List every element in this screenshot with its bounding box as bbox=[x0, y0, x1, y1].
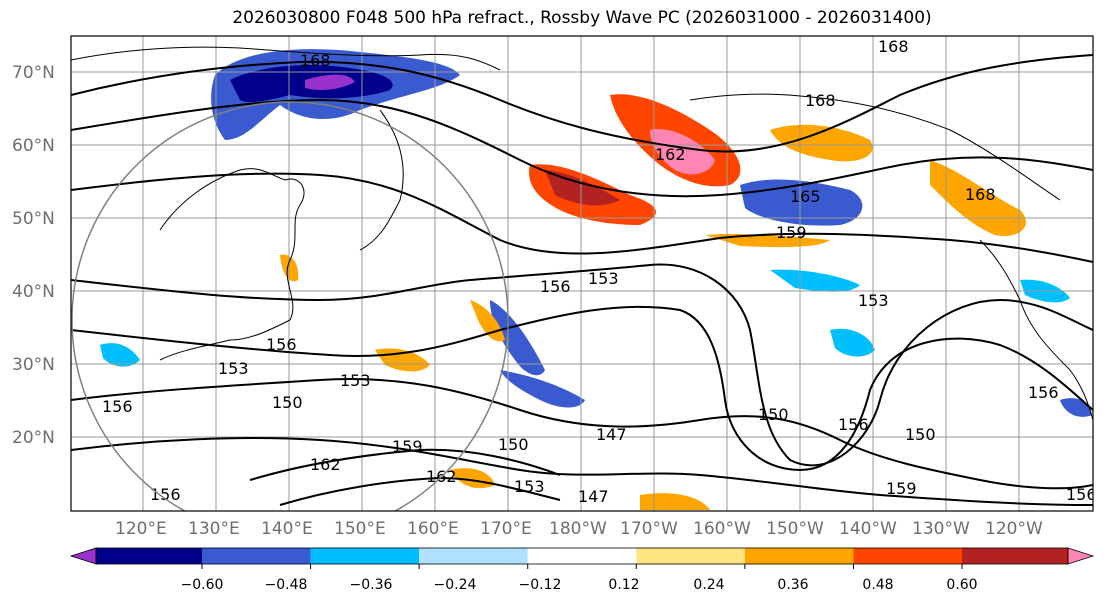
colorbar: −0.60 −0.48 −0.36 −0.24 −0.12 0.12 0.24 … bbox=[69, 547, 1095, 593]
lat-label: 30°N bbox=[12, 355, 55, 375]
longitude-labels: 120°E 130°E 140°E 150°E 160°E 170°E 180°… bbox=[115, 519, 1043, 539]
colorbar-tick-label: −0.60 bbox=[181, 577, 224, 593]
colorbar-swatch bbox=[744, 548, 854, 564]
colorbar-tick-label: 0.12 bbox=[608, 577, 639, 593]
contour-label: 168 bbox=[965, 185, 996, 204]
latitude-labels: 70°N 60°N 50°N 40°N 30°N 20°N bbox=[12, 63, 55, 448]
contour-label: 147 bbox=[578, 487, 609, 506]
contour-label: 156 bbox=[838, 415, 869, 434]
lon-label: 140°E bbox=[261, 519, 313, 539]
contour-label: 159 bbox=[886, 479, 917, 498]
colorbar-outline bbox=[95, 547, 1069, 565]
contour-label: 168 bbox=[805, 91, 836, 110]
graticule bbox=[71, 36, 1093, 511]
colorbar-swatch bbox=[527, 548, 637, 564]
contour-label: 150 bbox=[905, 425, 936, 444]
lat-label: 40°N bbox=[12, 282, 55, 302]
colorbar-tick-label: 0.60 bbox=[946, 577, 977, 593]
lon-label: 170°W bbox=[620, 519, 678, 539]
colorbar-ticks bbox=[201, 564, 963, 569]
height-contours bbox=[71, 54, 1093, 506]
lon-label: 130°E bbox=[188, 519, 240, 539]
contour-label: 162 bbox=[310, 455, 341, 474]
colorbar-swatches bbox=[96, 548, 1068, 564]
contour-label: 156 bbox=[102, 397, 133, 416]
contour-label: 153 bbox=[340, 371, 371, 390]
colorbar-swatch bbox=[962, 548, 1068, 564]
lat-label: 60°N bbox=[12, 136, 55, 156]
contour-label: 156 bbox=[1066, 485, 1097, 504]
colorbar-swatch bbox=[419, 548, 528, 564]
colorbar-tick-label: −0.24 bbox=[434, 577, 477, 593]
contour-label: 147 bbox=[596, 425, 627, 444]
contour-label: 153 bbox=[514, 477, 545, 496]
contour-label-group: 168 168 168 162 165 168 159 156 153 153 … bbox=[102, 37, 1097, 506]
colorbar-tick-label: 0.24 bbox=[693, 577, 724, 593]
lon-label: 120°W bbox=[985, 519, 1043, 539]
colorbar-swatch bbox=[636, 548, 745, 564]
contour-label: 156 bbox=[1028, 383, 1059, 402]
lon-label: 130°W bbox=[912, 519, 970, 539]
map-border bbox=[70, 35, 1094, 512]
colorbar-swatch bbox=[310, 548, 420, 564]
lon-label: 150°E bbox=[334, 519, 386, 539]
colorbar-tick-label: 0.48 bbox=[862, 577, 893, 593]
lon-label: 120°E bbox=[115, 519, 167, 539]
contour-label: 156 bbox=[540, 277, 571, 296]
reference-circle bbox=[71, 101, 509, 511]
contour-label: 168 bbox=[300, 51, 331, 70]
colorbar-tick-label: −0.48 bbox=[265, 577, 308, 593]
colorbar-tick-label: −0.36 bbox=[350, 577, 393, 593]
colorbar-max-extend bbox=[1067, 547, 1095, 565]
coastlines bbox=[71, 46, 1093, 421]
lon-label: 150°W bbox=[766, 519, 824, 539]
colorbar-tick-label: 0.36 bbox=[777, 577, 808, 593]
plot-title: 2026030800 F048 500 hPa refract., Rossby… bbox=[232, 8, 932, 28]
lat-label: 50°N bbox=[12, 209, 55, 229]
colorbar-tick-labels: −0.60 −0.48 −0.36 −0.24 −0.12 0.12 0.24 … bbox=[181, 577, 978, 593]
contour-label: 159 bbox=[392, 437, 423, 456]
colorbar-swatch bbox=[96, 548, 202, 564]
lat-label: 70°N bbox=[12, 63, 55, 83]
contour-label: 150 bbox=[272, 393, 303, 412]
contour-label: 165 bbox=[790, 187, 821, 206]
contour-label: 150 bbox=[498, 435, 529, 454]
contour-label: 156 bbox=[150, 485, 181, 504]
contour-label: 156 bbox=[266, 335, 297, 354]
lon-label: 160°E bbox=[407, 519, 459, 539]
colorbar-min-extend bbox=[69, 547, 97, 565]
lon-label: 140°W bbox=[839, 519, 897, 539]
lon-label: 170°E bbox=[480, 519, 532, 539]
contour-label: 159 bbox=[776, 223, 807, 242]
contour-label: 153 bbox=[588, 269, 619, 288]
lon-label: 160°W bbox=[693, 519, 751, 539]
lat-label: 20°N bbox=[12, 428, 55, 448]
contour-label: 150 bbox=[758, 405, 789, 424]
colorbar-tick-label: −0.12 bbox=[519, 577, 562, 593]
contour-label: 168 bbox=[878, 37, 909, 56]
contour-label: 153 bbox=[218, 359, 249, 378]
contour-label: 153 bbox=[858, 291, 889, 310]
contour-label: 162 bbox=[655, 145, 686, 164]
colorbar-swatch bbox=[853, 548, 962, 564]
colorbar-swatch bbox=[202, 548, 311, 564]
lon-label: 180°W bbox=[549, 519, 607, 539]
